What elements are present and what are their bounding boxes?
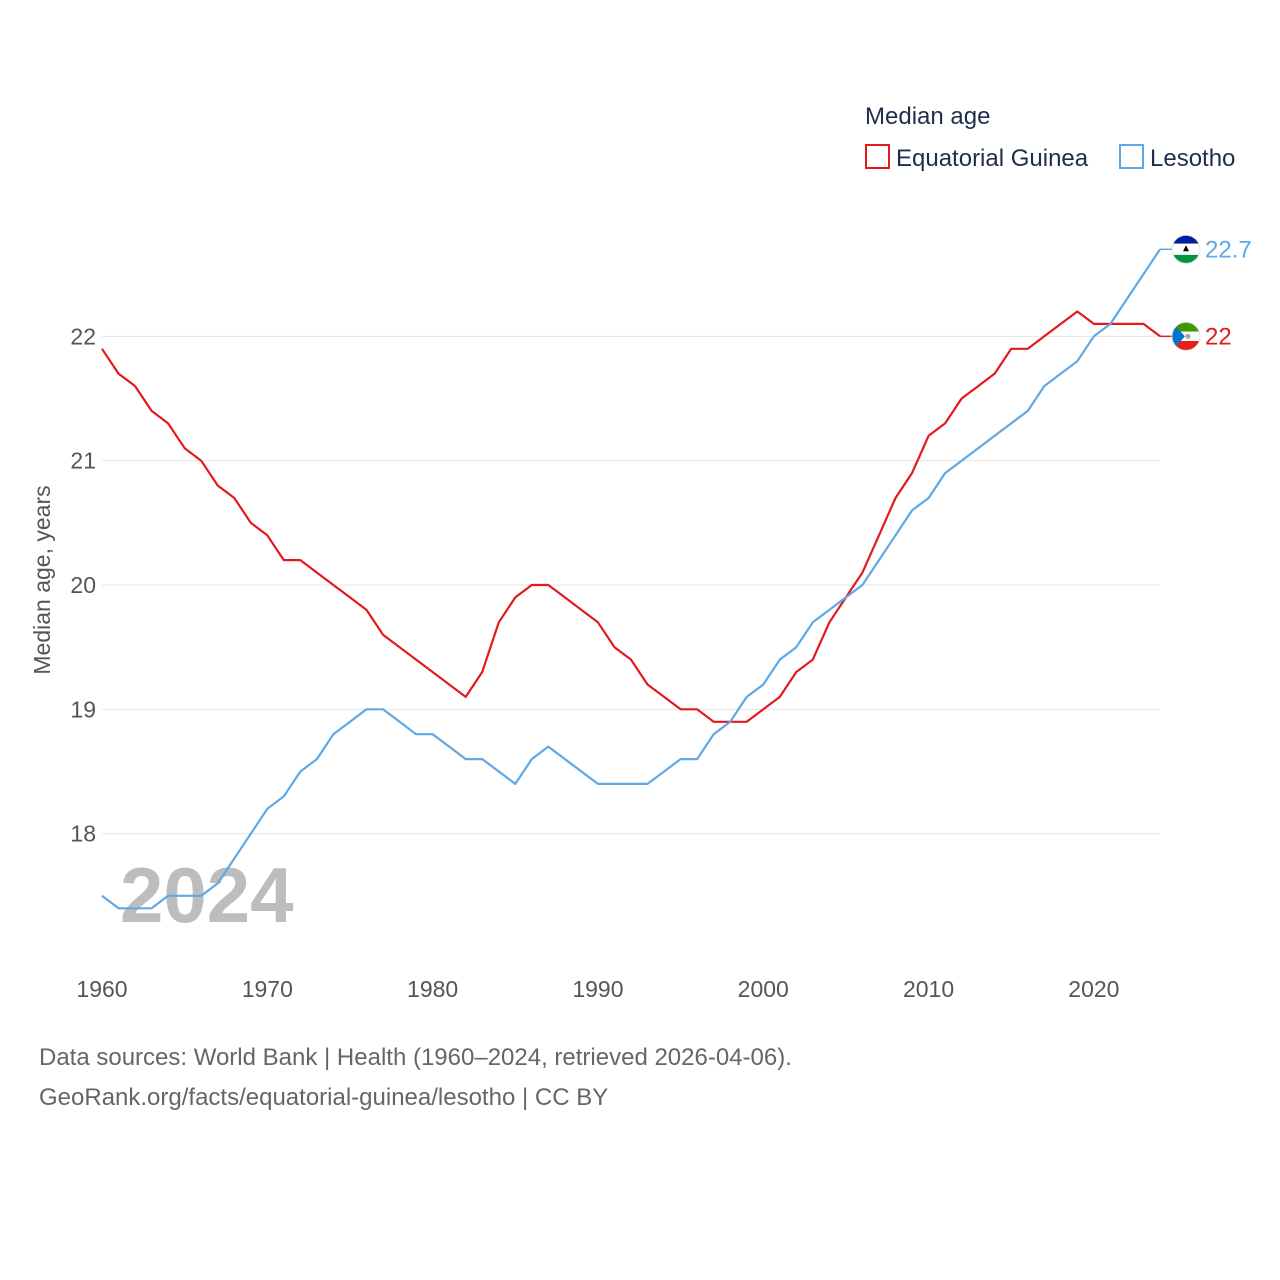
- legend-label-equatorial-guinea: Equatorial Guinea: [896, 145, 1089, 172]
- end-value-equatorial-guinea: 22: [1205, 323, 1232, 350]
- source-url[interactable]: GeoRank.org/facts/equatorial-guinea/leso…: [39, 1084, 609, 1111]
- x-tick-label-1980: 1980: [407, 976, 458, 1002]
- x-tick-label-1990: 1990: [572, 976, 623, 1002]
- equatorial-guinea-flag-icon: [1171, 321, 1201, 351]
- y-axis-ticks: 18 19 20 21 22: [70, 323, 96, 846]
- legend-item-lesotho[interactable]: Lesotho: [1119, 144, 1235, 172]
- y-tick-label-19: 19: [70, 696, 96, 722]
- series-line-equatorial-guinea[interactable]: [101, 310, 1161, 723]
- y-axis-title: Median age, years: [29, 485, 55, 674]
- legend: Median age Equatorial Guinea Lesotho: [865, 103, 1235, 172]
- x-tick-label-1960: 1960: [76, 976, 127, 1002]
- y-tick-label-18: 18: [70, 821, 96, 847]
- x-tick-label-2020: 2020: [1068, 976, 1119, 1002]
- series-line-lesotho[interactable]: [101, 248, 1161, 910]
- legend-item-equatorial-guinea[interactable]: Equatorial Guinea: [865, 144, 1089, 172]
- y-tick-label-22: 22: [70, 323, 96, 349]
- legend-swatch-equatorial-guinea: [865, 144, 890, 169]
- gridlines: [102, 335, 1160, 835]
- legend-swatch-lesotho: [1119, 144, 1144, 169]
- x-tick-label-1970: 1970: [242, 976, 293, 1002]
- legend-title: Median age: [865, 103, 990, 130]
- lesotho-flag-icon: [1171, 234, 1201, 264]
- y-tick-label-21: 21: [70, 448, 96, 474]
- end-labels: 22 22.7: [1160, 234, 1252, 351]
- y-tick-label-20: 20: [70, 572, 96, 598]
- legend-label-lesotho: Lesotho: [1150, 145, 1235, 172]
- end-value-lesotho: 22.7: [1205, 236, 1252, 263]
- x-tick-label-2010: 2010: [903, 976, 954, 1002]
- data-sources-note: Data sources: World Bank | Health (1960–…: [39, 1044, 792, 1071]
- series-lines: [101, 248, 1161, 910]
- x-axis-ticks: 1960 1970 1980 1990 2000 2010 2020: [76, 976, 1119, 1002]
- x-tick-label-2000: 2000: [738, 976, 789, 1002]
- year-watermark: 2024: [120, 851, 294, 939]
